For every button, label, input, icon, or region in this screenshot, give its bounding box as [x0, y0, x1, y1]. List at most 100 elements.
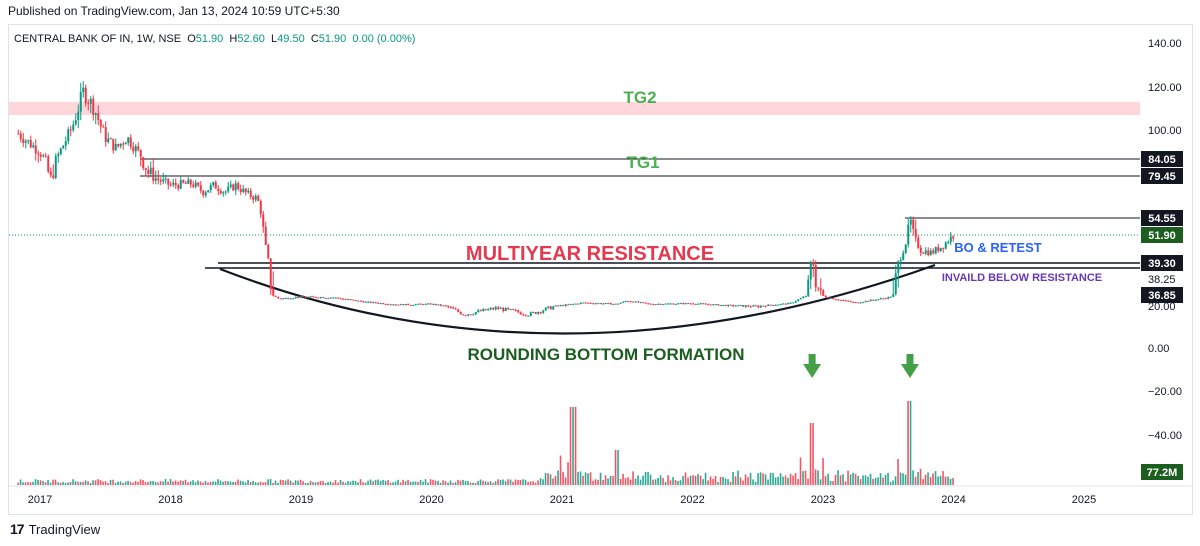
candle-body — [637, 301, 640, 303]
volume-bar — [639, 479, 642, 485]
candle-body — [107, 138, 110, 142]
candle-body — [124, 142, 127, 145]
candle-body — [27, 140, 30, 142]
candle-body — [219, 191, 222, 194]
volume-bar — [47, 479, 49, 485]
volume-bar — [899, 472, 902, 485]
volume-bar — [697, 473, 699, 485]
candle-body — [179, 180, 182, 189]
candle-body — [647, 303, 650, 305]
tradingview-logo[interactable]: 17 TradingView — [10, 521, 100, 537]
volume-bar — [792, 475, 794, 485]
candle-body — [132, 146, 135, 152]
candle-body — [482, 308, 485, 312]
candle-body — [422, 304, 425, 306]
x-tick-label: 2020 — [419, 494, 443, 506]
volume-bar — [777, 476, 779, 485]
candle-body — [604, 303, 607, 305]
volume-bar — [862, 475, 864, 485]
candle-body — [69, 129, 72, 131]
volume-bar — [377, 479, 379, 485]
volume-bar — [342, 481, 344, 485]
volume-bar — [754, 481, 757, 485]
candle-body — [87, 103, 90, 105]
candle-body — [477, 310, 480, 313]
volume-bar — [274, 480, 277, 485]
volume-bar — [142, 480, 144, 485]
volume-bar — [82, 481, 84, 485]
candle-body — [889, 296, 892, 298]
volume-bar — [387, 480, 389, 485]
candle-body — [634, 301, 637, 303]
volume-bar — [112, 479, 114, 485]
volume-bar — [62, 482, 64, 485]
volume-bar — [389, 482, 392, 485]
candle-body — [614, 303, 617, 305]
volume-bar — [162, 481, 164, 485]
volume-bar — [467, 481, 469, 485]
candle-body — [779, 303, 782, 305]
y-tick-label: 120.00 — [1148, 82, 1182, 94]
volume-bar — [822, 458, 824, 485]
volume-bar — [497, 479, 499, 485]
x-tick-label: 2017 — [28, 494, 52, 506]
candle-body — [374, 302, 377, 304]
candle-body — [949, 236, 952, 243]
volume-bar — [567, 462, 569, 485]
volume-bar — [537, 480, 539, 485]
candle-body — [492, 308, 495, 310]
candle-body — [787, 302, 790, 305]
candle-body — [759, 305, 762, 308]
candle-body — [724, 304, 727, 306]
candle-body — [522, 314, 525, 316]
volume-bar — [624, 478, 627, 485]
candle-body — [744, 305, 747, 307]
candle-body — [509, 309, 512, 311]
volume-bar — [434, 480, 437, 485]
candle-body — [114, 144, 117, 151]
x-tick-label: 2022 — [680, 494, 704, 506]
price-label-box: 54.55 — [1141, 210, 1183, 226]
volume-bar — [522, 479, 524, 485]
volume-bar — [672, 477, 674, 485]
candle-body — [537, 311, 540, 314]
volume-bar — [122, 482, 124, 485]
candle-body — [362, 301, 365, 303]
volume-bar — [642, 475, 644, 485]
volume-bar — [354, 480, 357, 485]
candle-body — [684, 303, 687, 305]
volume-bar — [32, 481, 34, 485]
candle-body — [289, 298, 292, 300]
volume-bar — [527, 481, 529, 485]
volume-bar — [249, 481, 252, 485]
candle-body — [307, 296, 310, 298]
symbol-name: CENTRAL BANK OF IN, 1W, NSE — [14, 33, 182, 45]
volume-bar — [257, 482, 259, 485]
volume-bar — [352, 480, 354, 485]
volume-bar — [547, 473, 549, 485]
volume-bar — [289, 480, 292, 485]
volume-bar — [52, 479, 54, 485]
candle-body — [312, 296, 315, 298]
candle-body — [752, 305, 755, 307]
volume-bar — [829, 480, 832, 485]
volume-bar — [172, 481, 174, 485]
candle-body — [254, 195, 257, 200]
volume-bar — [454, 482, 457, 485]
volume-bar — [749, 472, 752, 485]
published-note: Published on TradingView.com, Jan 13, 20… — [8, 4, 340, 18]
candle-body — [947, 242, 950, 244]
candle-body — [372, 302, 375, 304]
volume-bar — [29, 482, 32, 485]
candle-body — [237, 183, 240, 190]
volume-bar — [302, 481, 304, 485]
volume-bar — [309, 480, 312, 485]
candle-body — [674, 303, 677, 305]
volume-bar — [134, 480, 137, 485]
candle-body — [797, 299, 800, 302]
candle-body — [207, 190, 210, 193]
volume-bar — [549, 474, 552, 485]
volume-bar — [299, 479, 302, 485]
volume-bar — [287, 479, 289, 485]
